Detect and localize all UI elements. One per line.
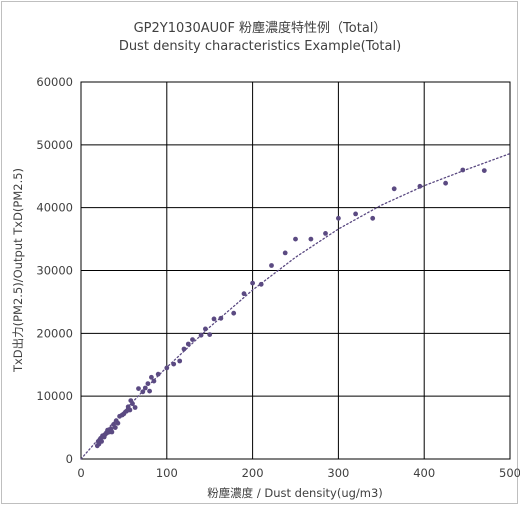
y-tick-label: 60000 <box>36 75 73 89</box>
data-point <box>145 381 151 386</box>
data-point <box>203 326 208 332</box>
data-point <box>336 215 341 221</box>
data-point <box>241 291 247 297</box>
data-point <box>181 346 187 352</box>
x-tick-label: 0 <box>77 466 84 480</box>
y-tick-label: 10000 <box>36 389 73 403</box>
x-tick-label: 100 <box>156 466 178 480</box>
x-tick-label: 400 <box>413 466 435 480</box>
chart-title: GP2Y1030AU0F 粉塵濃度特性例（Total） <box>133 21 387 36</box>
data-point <box>142 385 148 391</box>
data-point <box>481 168 487 174</box>
data-point <box>136 386 141 391</box>
data-point <box>115 420 121 426</box>
data-point <box>417 183 423 189</box>
y-tick-label: 20000 <box>36 326 73 340</box>
data-point <box>218 315 224 321</box>
data-point <box>198 332 204 338</box>
data-point <box>171 361 177 367</box>
data-point <box>391 186 397 192</box>
data-point <box>231 310 237 316</box>
data-point <box>282 250 288 256</box>
data-point <box>370 215 376 221</box>
y-tick-label: 0 <box>66 452 73 466</box>
data-point <box>149 374 154 380</box>
data-point <box>112 425 118 430</box>
data-point <box>250 280 256 286</box>
y-tick-label: 30000 <box>36 264 73 278</box>
data-point <box>353 211 358 217</box>
data-point <box>155 371 161 377</box>
data-point <box>147 388 153 394</box>
data-point <box>132 405 138 410</box>
data-point <box>177 358 183 364</box>
data-point <box>308 236 314 242</box>
data-point <box>190 337 195 342</box>
data-point <box>269 263 274 268</box>
data-point <box>99 439 104 444</box>
x-tick-label: 300 <box>327 466 349 480</box>
data-point <box>207 332 213 337</box>
x-tick-label: 500 <box>499 466 520 480</box>
data-point <box>460 167 466 173</box>
chart-subtitle: Dust density characteristics Example(Tot… <box>118 39 402 54</box>
data-point <box>130 401 135 407</box>
data-point <box>151 378 157 384</box>
trendline <box>80 152 511 460</box>
data-point <box>323 231 328 236</box>
data-point <box>443 180 448 186</box>
data-point <box>211 316 217 322</box>
x-axis-label: 粉塵濃度 / Dust density(ug/m3) <box>207 486 383 500</box>
data-point <box>127 407 133 413</box>
data-point <box>109 429 115 435</box>
data-point <box>140 389 146 395</box>
data-point <box>258 281 264 287</box>
data-point <box>164 365 170 371</box>
y-tick-label: 50000 <box>36 138 73 152</box>
data-point <box>293 236 298 242</box>
y-tick-label: 40000 <box>36 201 73 215</box>
x-tick-label: 200 <box>242 466 264 480</box>
data-point <box>185 341 191 347</box>
y-axis-label: TxD出力(PM2.5)/Output TxD(PM2.5) <box>11 167 25 373</box>
